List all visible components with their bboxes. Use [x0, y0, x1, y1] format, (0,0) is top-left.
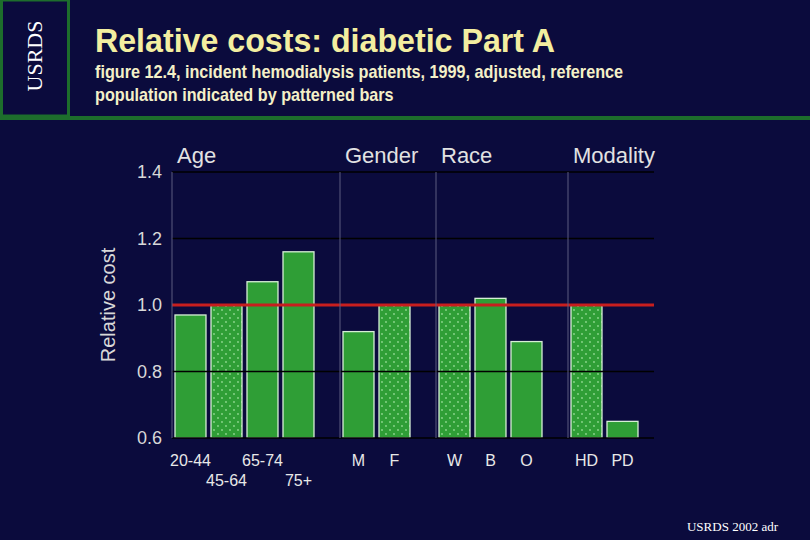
grid-line	[568, 437, 654, 439]
bars	[175, 252, 314, 438]
grid-line	[436, 304, 568, 306]
grid-line	[568, 371, 654, 373]
reference-line	[436, 304, 568, 307]
grid-line	[436, 238, 568, 240]
subtitle-line: population indicated by patterned bars	[95, 85, 394, 105]
grid-line	[340, 171, 436, 173]
grid-line	[172, 171, 340, 173]
title: Relative costs: diabetic Part A	[95, 22, 555, 59]
bar	[343, 332, 374, 438]
bars	[439, 298, 542, 438]
y-tick-label: 0.6	[137, 428, 162, 448]
x-tick-label: 20-44	[170, 452, 211, 469]
subtitle-group: figure 12.4, incident hemodialysis patie…	[95, 62, 623, 105]
y-tick-label: 1.4	[137, 162, 162, 182]
bar	[475, 298, 506, 438]
reference-line	[172, 304, 340, 307]
panel-divider	[172, 172, 173, 438]
grid-line	[436, 371, 568, 373]
x-tick-label: 65-74	[242, 452, 283, 469]
x-tick-label: F	[390, 452, 400, 469]
grid-line	[340, 437, 436, 439]
x-tick-label: 45-64	[206, 472, 247, 489]
header-rule	[0, 116, 810, 120]
grid-line	[172, 437, 340, 439]
reference-line	[340, 304, 436, 307]
panel-divider	[340, 172, 341, 438]
panel-title: Race	[441, 143, 492, 168]
grid-line	[568, 238, 654, 240]
panel: Race W B O	[436, 143, 568, 469]
grid-line	[568, 304, 654, 306]
x-tick-label: PD	[611, 452, 633, 469]
x-tick-label: 75+	[285, 472, 312, 489]
grid-line	[340, 238, 436, 240]
grid-line	[568, 171, 654, 173]
x-tick-label: HD	[575, 452, 598, 469]
x-tick-label: W	[447, 452, 463, 469]
reference-line	[568, 304, 654, 307]
x-tick-label: O	[520, 452, 532, 469]
panel: Age 20-44 45-64 65-7475+ 0.6 0.8 1.0 1.2 1.4 Rela…	[97, 143, 340, 489]
subtitle-line: figure 12.4, incident hemodialysis patie…	[95, 62, 623, 82]
grid-line	[340, 371, 436, 373]
bar	[283, 252, 314, 438]
page: USRDS Relative costs: diabetic Part A figu…	[0, 0, 810, 540]
logo-box	[2, 0, 69, 116]
panel-title: Gender	[345, 143, 418, 168]
bar	[607, 421, 638, 438]
x-tick-label: M	[352, 452, 365, 469]
logo: USRDS	[22, 21, 47, 92]
grid-line	[436, 171, 568, 173]
bar	[175, 315, 206, 438]
grid-line	[340, 304, 436, 306]
panel-divider	[568, 172, 569, 438]
background	[0, 0, 810, 540]
y-tick-label: 1.0	[137, 295, 162, 315]
grid-line	[172, 304, 340, 306]
grid-line	[172, 238, 340, 240]
source: USRDS 2002 adr	[687, 519, 779, 534]
panel-title: Age	[177, 143, 216, 168]
panel: Gender M F	[340, 143, 436, 469]
grid-line	[436, 437, 568, 439]
x-tick-label: B	[485, 452, 496, 469]
grid-line	[172, 371, 340, 373]
panel-divider	[436, 172, 437, 438]
subtitle: figure 12.4, incident hemodialysis patie…	[95, 62, 623, 105]
panel: Modality HD PD	[568, 143, 655, 469]
y-tick-label: 0.8	[137, 362, 162, 382]
panel-title: Modality	[573, 143, 655, 168]
y-axis-label: Relative cost	[97, 247, 119, 362]
y-tick-label: 1.2	[137, 229, 162, 249]
bar	[511, 342, 542, 438]
